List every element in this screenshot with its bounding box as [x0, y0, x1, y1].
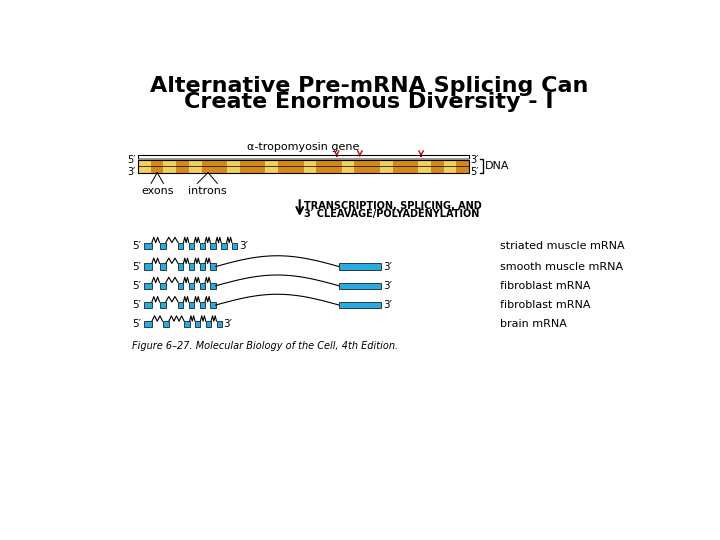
Text: fibroblast mRNA: fibroblast mRNA	[500, 300, 590, 310]
Bar	[184, 321, 189, 327]
Text: 3′: 3′	[239, 241, 248, 251]
Bar	[199, 302, 205, 308]
Text: Create Enormous Diversity - I: Create Enormous Diversity - I	[184, 92, 554, 112]
Bar	[232, 242, 238, 249]
Text: 5′: 5′	[132, 261, 141, 272]
Bar	[160, 264, 166, 269]
Text: 3′: 3′	[127, 167, 135, 177]
Bar	[178, 302, 184, 308]
Text: α-tropomyosin gene: α-tropomyosin gene	[248, 142, 360, 152]
Bar	[210, 242, 216, 249]
Bar	[178, 242, 184, 249]
Bar	[339, 302, 382, 308]
Text: 5′: 5′	[471, 167, 479, 177]
Bar	[210, 264, 216, 269]
Bar	[342, 159, 354, 173]
Text: 3′: 3′	[383, 261, 392, 272]
Bar	[150, 159, 163, 173]
Text: 3′: 3′	[383, 300, 392, 310]
Text: 5′: 5′	[127, 156, 135, 165]
Bar	[189, 283, 194, 289]
Bar	[266, 159, 278, 173]
Bar	[199, 283, 205, 289]
Bar	[202, 159, 215, 173]
Bar	[160, 242, 166, 249]
Text: brain mRNA: brain mRNA	[500, 319, 567, 329]
Bar	[221, 242, 227, 249]
Bar	[339, 283, 382, 289]
Text: 3′: 3′	[223, 319, 233, 329]
Bar	[195, 321, 200, 327]
Text: DNA: DNA	[485, 161, 510, 171]
Bar	[456, 159, 469, 173]
Text: striated muscle mRNA: striated muscle mRNA	[500, 241, 624, 251]
Text: smooth muscle mRNA: smooth muscle mRNA	[500, 261, 623, 272]
Bar	[240, 159, 253, 173]
Bar	[206, 321, 211, 327]
Bar	[253, 159, 266, 173]
Bar	[144, 283, 152, 289]
Text: 3′: 3′	[383, 281, 392, 291]
Bar	[178, 264, 184, 269]
Bar	[278, 159, 291, 173]
Bar	[189, 242, 194, 249]
Text: 5′: 5′	[132, 281, 141, 291]
Bar	[138, 159, 469, 173]
Text: introns: introns	[188, 186, 227, 195]
Bar	[144, 242, 152, 249]
Bar	[144, 264, 152, 269]
Bar	[163, 321, 168, 327]
Bar	[304, 159, 316, 173]
Bar	[160, 302, 166, 308]
Text: TRANSCRIPTION, SPLICING, AND: TRANSCRIPTION, SPLICING, AND	[305, 201, 482, 211]
Bar	[144, 302, 152, 308]
Bar	[329, 159, 342, 173]
Bar	[367, 159, 380, 173]
Bar	[189, 159, 202, 173]
Bar	[189, 302, 194, 308]
Bar	[380, 159, 392, 173]
Bar	[316, 159, 329, 173]
Text: Figure 6–27. Molecular Biology of the Cell, 4th Edition.: Figure 6–27. Molecular Biology of the Ce…	[132, 341, 398, 351]
Bar	[189, 264, 194, 269]
Text: fibroblast mRNA: fibroblast mRNA	[500, 281, 590, 291]
Text: 5′: 5′	[132, 300, 141, 310]
Text: 3′ CLEAVAGE/POLYADENYLATION: 3′ CLEAVAGE/POLYADENYLATION	[305, 209, 480, 219]
Text: 3′: 3′	[471, 156, 479, 165]
Bar	[210, 302, 216, 308]
Text: 5′: 5′	[132, 319, 141, 329]
Bar	[339, 264, 382, 269]
Bar	[144, 321, 152, 327]
Bar	[418, 159, 431, 173]
Text: 5′: 5′	[132, 241, 141, 251]
Bar	[227, 159, 240, 173]
Bar	[160, 283, 166, 289]
Bar	[217, 321, 222, 327]
Bar	[215, 159, 227, 173]
Bar	[444, 159, 456, 173]
Bar	[392, 159, 405, 173]
Bar	[199, 264, 205, 269]
Bar	[291, 159, 304, 173]
Bar	[431, 159, 444, 173]
Bar	[354, 159, 367, 173]
Text: Alternative Pre-mRNA Splicing Can: Alternative Pre-mRNA Splicing Can	[150, 76, 588, 96]
Text: exons: exons	[141, 186, 174, 195]
Bar	[176, 159, 189, 173]
Bar	[178, 283, 184, 289]
Bar	[138, 159, 150, 173]
Bar	[199, 242, 205, 249]
Bar	[210, 283, 216, 289]
Bar	[163, 159, 176, 173]
Bar	[138, 158, 469, 174]
Bar	[405, 159, 418, 173]
